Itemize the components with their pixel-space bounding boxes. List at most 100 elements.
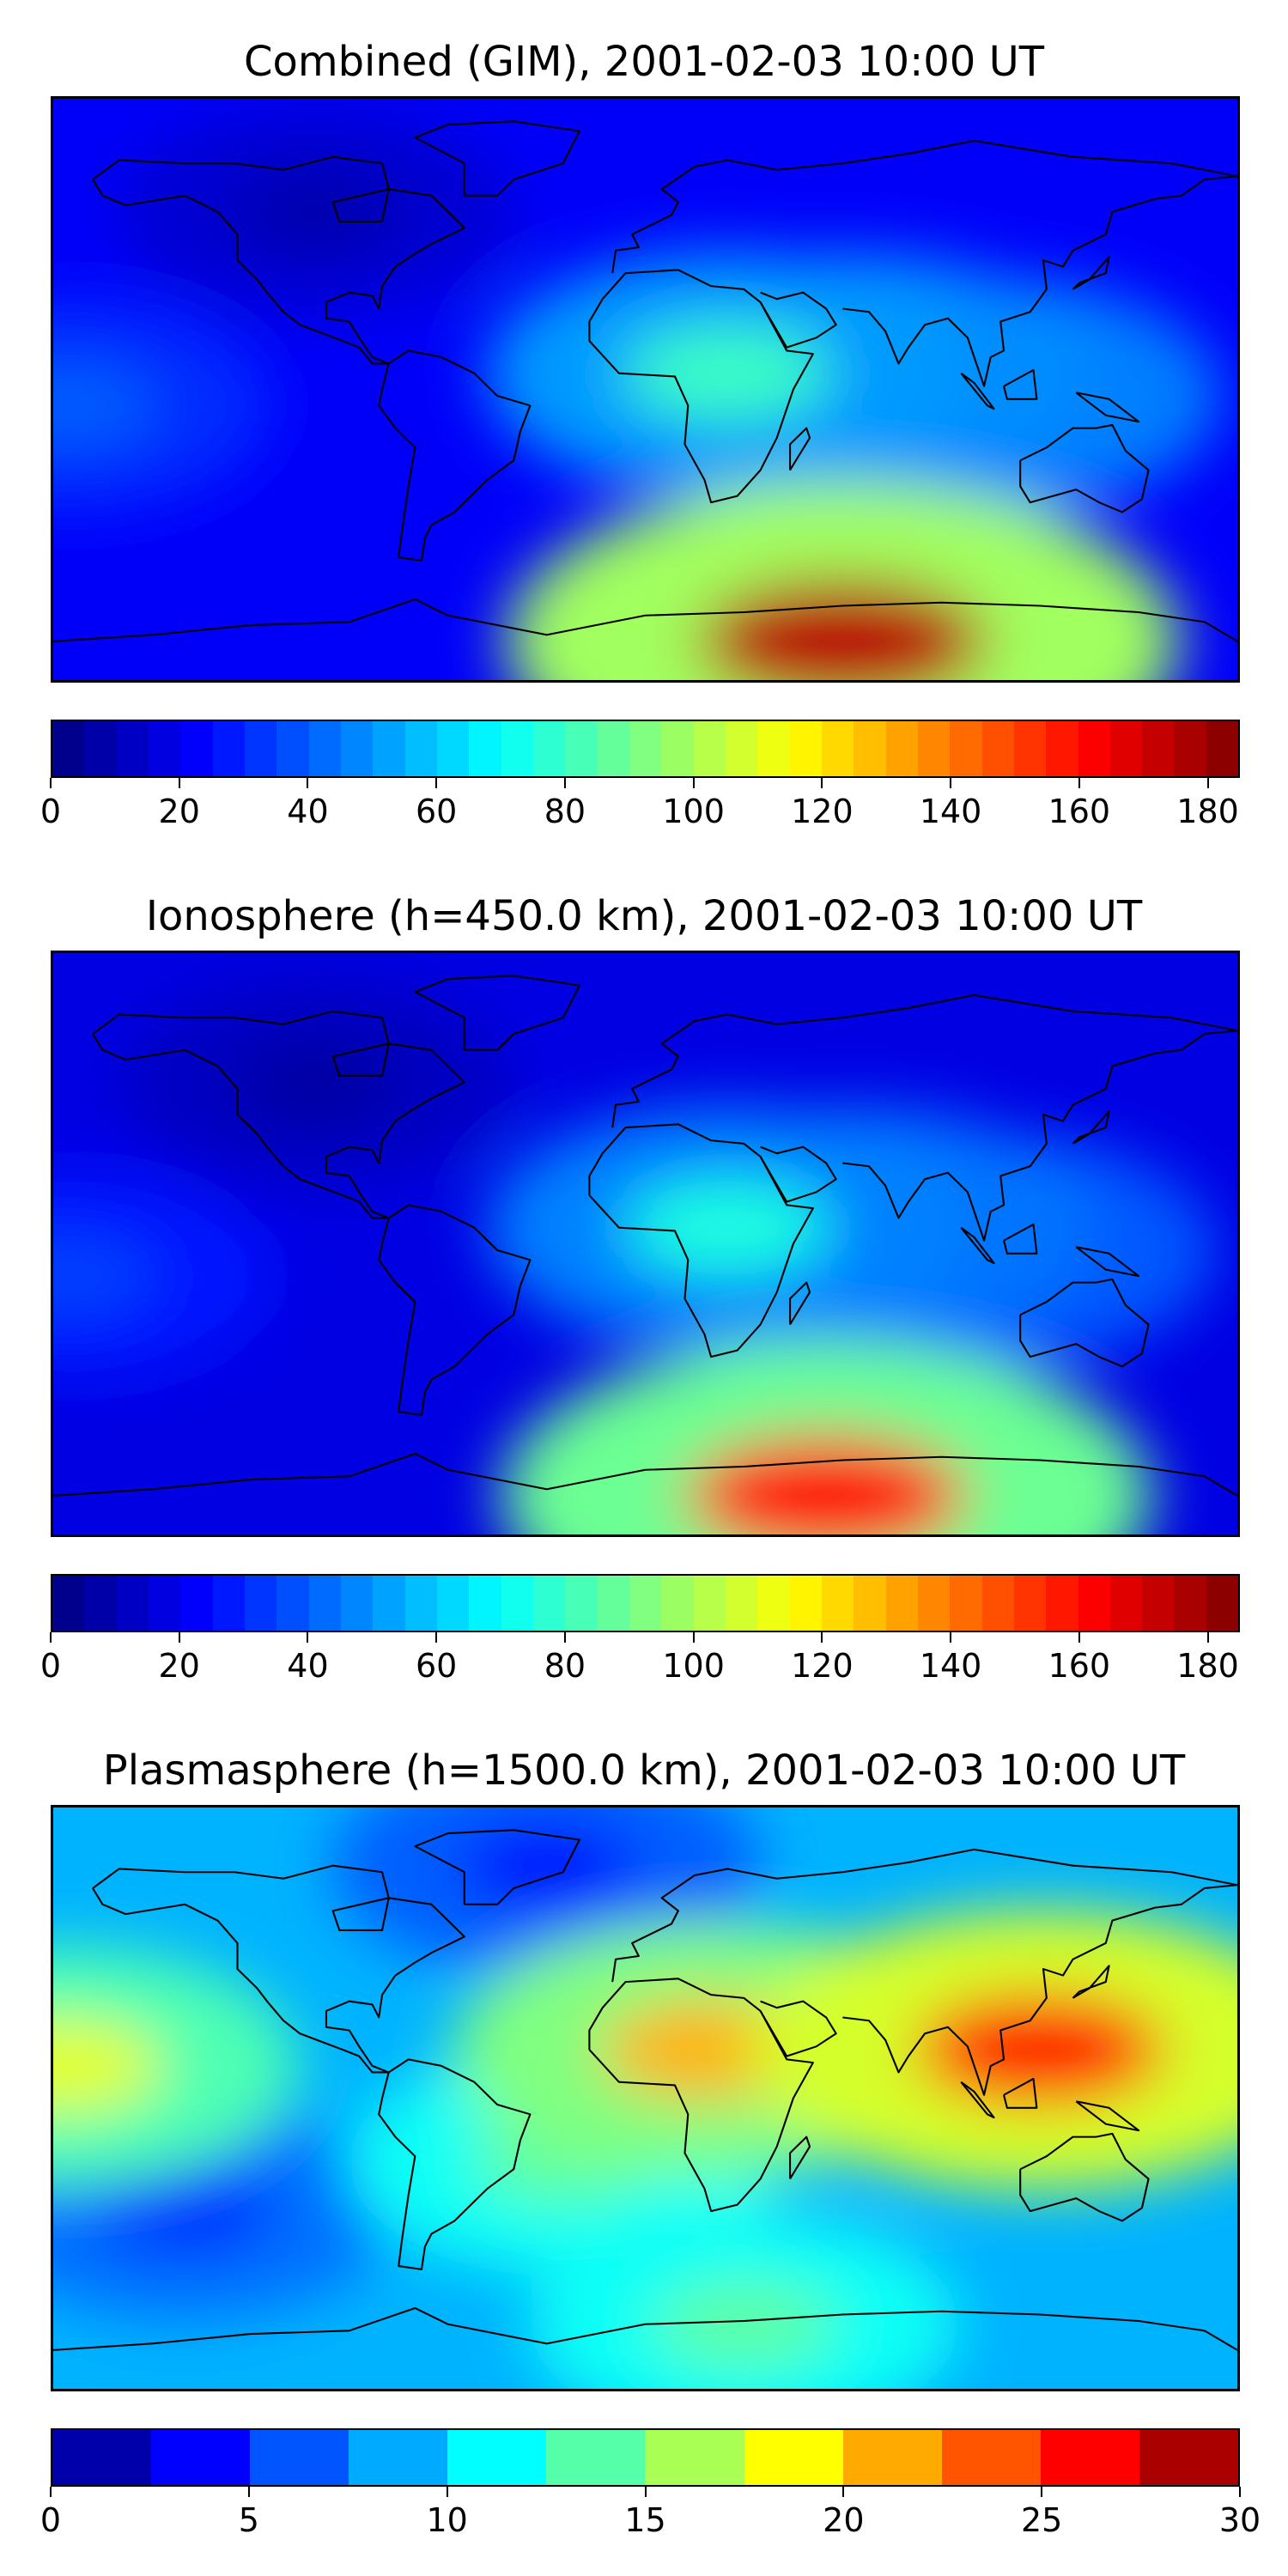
colorbar-level: [212, 1576, 245, 1631]
colorbar-level: [84, 721, 117, 776]
colorbar-level: [941, 2430, 1041, 2485]
colorbar-level: [212, 721, 245, 776]
field-feature-halo: [53, 1944, 300, 2187]
field-feature: [53, 2018, 163, 2114]
colorbar-tick-label: 5: [238, 2501, 259, 2539]
coastline: [53, 1452, 1237, 1497]
colorbar-level: [725, 1576, 758, 1631]
colorbar-ticks-plasmasphere: 0 5 10 15 20 25 30: [40, 2487, 1261, 2539]
colorbar-level: [854, 721, 886, 776]
colorbar-level: [52, 2430, 152, 2485]
colorbar-tick-label: 160: [1048, 1647, 1111, 1685]
colorbar-level: [693, 1576, 726, 1631]
coastline: [588, 1123, 814, 1358]
colorbar-level: [645, 2430, 744, 2485]
colorbar-level: [789, 721, 822, 776]
colorbar-level: [1078, 721, 1110, 776]
colorbar-tick-label: 40: [287, 1647, 329, 1685]
colorbar-tick-label: 60: [416, 793, 458, 830]
colorbar-level: [1046, 1576, 1078, 1631]
colorbar-level: [501, 1576, 533, 1631]
colorbar-tick-label: 30: [1218, 2501, 1261, 2539]
coastline: [92, 1864, 465, 2074]
colorbar-level: [151, 2430, 251, 2485]
colorbar-tick-label: 100: [662, 1647, 725, 1685]
colorbar-level: [854, 1576, 886, 1631]
coastline: [960, 372, 995, 410]
colorbar-level: [116, 721, 149, 776]
field-feature: [624, 1179, 831, 1276]
colorbar-level: [373, 1576, 405, 1631]
colorbar-tick-label: 20: [158, 1647, 200, 1685]
colorbar-level: [725, 721, 758, 776]
colorbar-level: [180, 721, 213, 776]
colorbar-level: [1109, 1576, 1143, 1631]
coastline: [414, 120, 580, 197]
colorbar-level: [597, 1576, 629, 1631]
colorbar-level: [1174, 1576, 1206, 1631]
colorbar-level: [744, 2430, 843, 2485]
colorbar-level: [404, 721, 437, 776]
colorbar-level: [180, 1576, 213, 1631]
colorbar-level: [244, 1576, 277, 1631]
coastline: [842, 1030, 1237, 1242]
coastline: [414, 975, 580, 1051]
coastline: [611, 993, 1237, 1128]
colorbar-level: [447, 2430, 547, 2485]
coastline: [1072, 1110, 1110, 1145]
colorbar-level: [1109, 721, 1143, 776]
field-feature: [686, 1434, 966, 1534]
coastline: [960, 2081, 995, 2119]
colorbar-level: [340, 1576, 374, 1631]
colorbar-tick-label: 15: [624, 2501, 666, 2539]
colorbar-level: [1206, 721, 1238, 776]
colorbar-level: [661, 1576, 694, 1631]
coastline: [588, 1978, 814, 2213]
colorbar-tick-label: 100: [662, 793, 725, 830]
coastline: [759, 2000, 837, 2057]
colorbar-level: [1040, 2430, 1139, 2485]
colorbar-level: [532, 721, 566, 776]
coastline: [759, 291, 837, 349]
colorbar-level: [821, 721, 854, 776]
colorbar-tick-label: 40: [287, 793, 329, 830]
heatmap-ionosphere: [53, 953, 1237, 1534]
field-feature: [454, 1821, 639, 1910]
colorbar-level: [1013, 721, 1047, 776]
colorbar-level: [981, 1576, 1014, 1631]
colorbar-level: [1078, 1576, 1110, 1631]
colorbar-tick-label: 0: [39, 2501, 62, 2539]
colorbar-tick-label: 160: [1048, 793, 1111, 830]
coastline: [842, 175, 1237, 387]
field-feature: [53, 1234, 156, 1318]
colorbar-level: [950, 1576, 982, 1631]
coastline: [611, 1848, 1237, 1983]
colorbar-tick-label: 25: [1020, 2501, 1063, 2539]
coastline: [788, 1281, 811, 1326]
colorbar-level: [661, 721, 694, 776]
colorbar-level: [842, 2430, 942, 2485]
field-feature: [231, 170, 402, 253]
field-feature-halo: [53, 1170, 271, 1382]
colorbar-tick-label: 120: [791, 1647, 854, 1685]
coastline: [1003, 368, 1038, 400]
colorbar-tick-label: 140: [919, 1647, 982, 1685]
colorbar-tick-label: 120: [791, 793, 854, 830]
colorbar-level: [821, 1576, 854, 1631]
colorbar-ticks-ionosphere: 0 20 40 60 80 100 120 140 160 180: [40, 1632, 1240, 1685]
coastline: [92, 155, 465, 365]
colorbar-level: [693, 721, 726, 776]
colorbar-tick-label: 0: [39, 793, 62, 830]
panel-title-ionosphere: Ionosphere (h=450.0 km), 2001-02-03 10:0…: [145, 892, 1143, 940]
coastline: [378, 1204, 532, 1416]
colorbar-level: [1046, 721, 1078, 776]
colorbar-level: [250, 2430, 349, 2485]
field-feature: [623, 325, 832, 422]
colorbar-level: [501, 721, 533, 776]
colorbar-level: [349, 2430, 448, 2485]
colorbar-level: [885, 721, 918, 776]
colorbar-level: [469, 1576, 501, 1631]
colorbar-tick-label: 0: [39, 1647, 62, 1685]
colorbar-tick-label: 80: [544, 1647, 586, 1685]
colorbar-tick-label: 20: [158, 793, 200, 830]
